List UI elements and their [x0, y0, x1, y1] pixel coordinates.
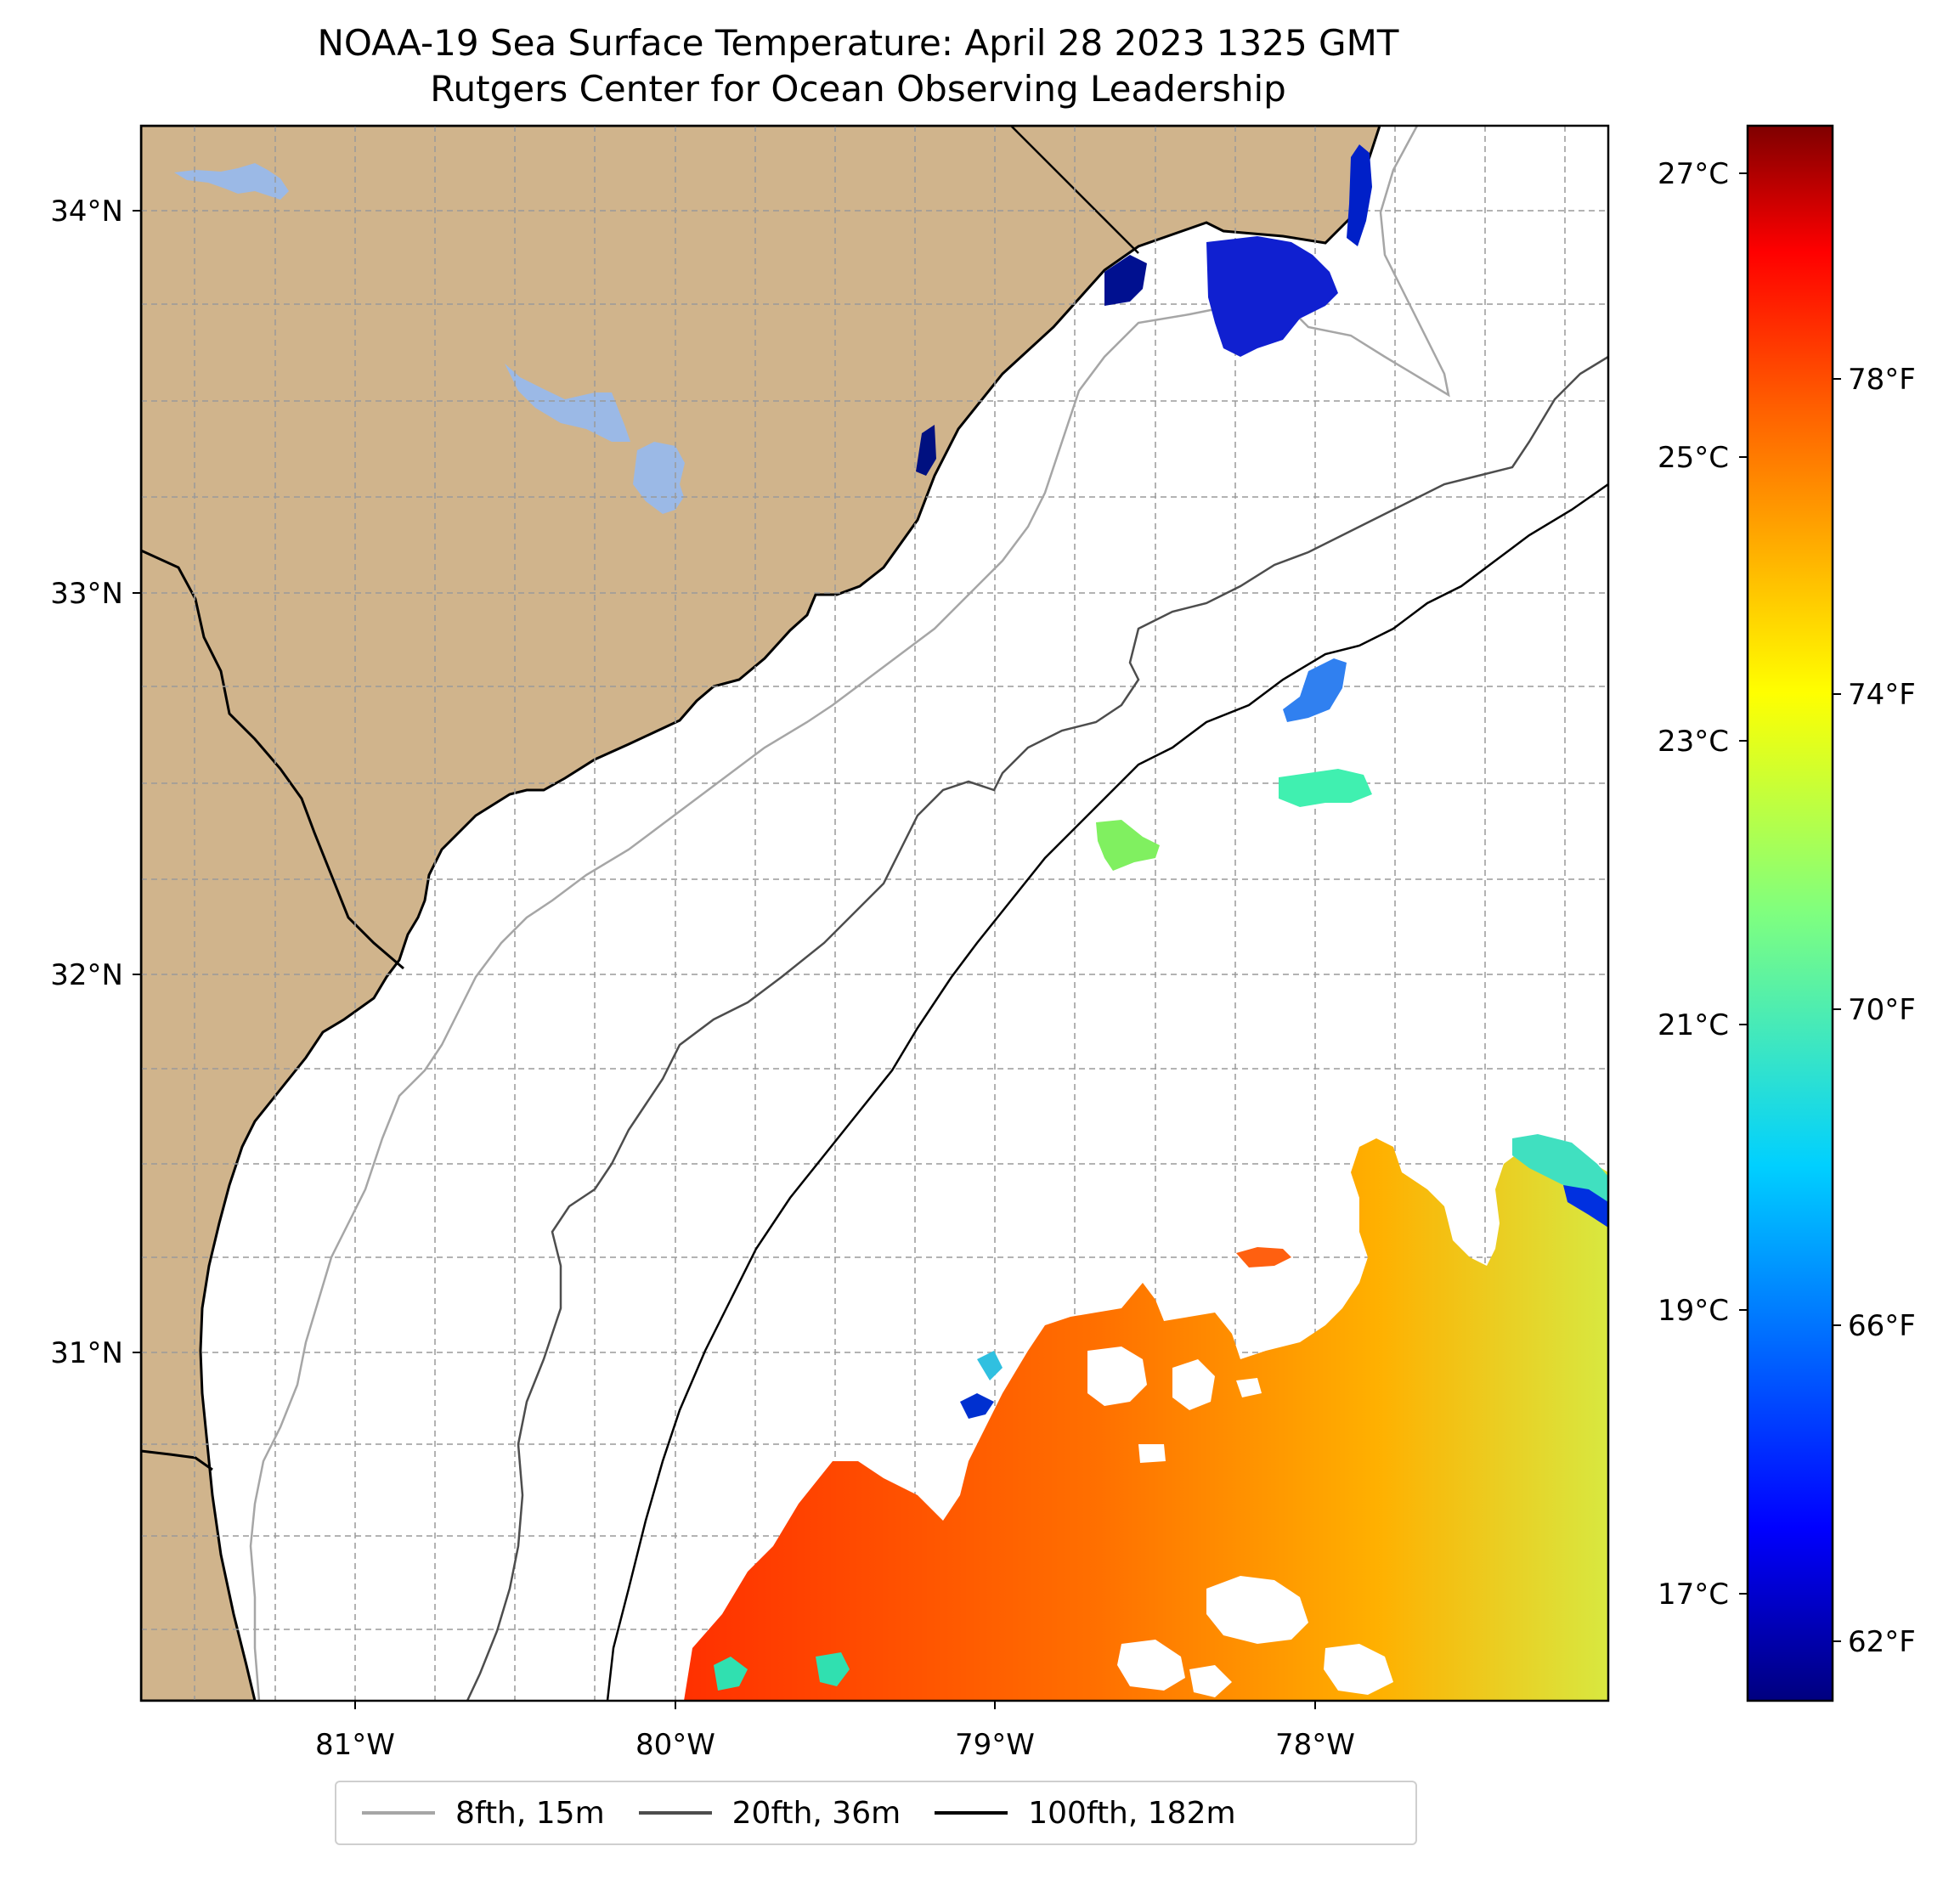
axis-ticks: [133, 210, 1316, 1709]
colorbar-fahrenheit-labels: 78°F 74°F 70°F 66°F 62°F: [1848, 363, 1916, 1659]
lon-tick-78w: 78°W: [1275, 1728, 1355, 1762]
lon-tick-81w: 81°W: [315, 1728, 395, 1762]
cbar-label-78f: 78°F: [1848, 363, 1916, 397]
river-south: [141, 1449, 213, 1471]
cbar-label-70f: 70°F: [1848, 993, 1916, 1027]
legend-label-100fth: 100fth, 182m: [1028, 1795, 1236, 1831]
legend-swatch-100fth: [935, 1811, 1008, 1815]
plot-frame: [139, 124, 1610, 1702]
lat-tick-32n: 32°N: [50, 958, 123, 992]
legend-label-20fth: 20fth, 36m: [731, 1795, 901, 1831]
cbar-label-74f: 74°F: [1848, 678, 1916, 712]
cbar-label-21c: 21°C: [1658, 1008, 1729, 1042]
sst-cold-south-b: [977, 1351, 1003, 1380]
sst-patch-b: [1279, 769, 1372, 807]
sst-cold-south-a: [960, 1393, 994, 1419]
sst-cold-coast-2: [916, 425, 936, 476]
sst-cold-south-d: [816, 1652, 850, 1686]
cbar-label-25c: 25°C: [1658, 441, 1729, 475]
colorbar: [1746, 124, 1834, 1702]
sst-cold-south-c: [714, 1657, 748, 1691]
cbar-label-27c: 27°C: [1658, 157, 1729, 191]
cbar-label-66f: 66°F: [1848, 1309, 1916, 1343]
isobath-20fth: [466, 355, 1608, 1701]
lake-north: [174, 163, 289, 200]
graticule: [141, 126, 1608, 1701]
cloud-gaps: [1087, 1346, 1393, 1697]
legend-swatch-8fth: [362, 1811, 435, 1815]
sst-warm-patch: [1236, 1247, 1291, 1267]
legend-swatch-20fth: [638, 1811, 712, 1815]
sst-cold-east: [1563, 1185, 1608, 1228]
isobath-legend: 8fth, 15m 20fth, 36m 100fth, 182m: [335, 1781, 1417, 1845]
sst-warm-south: [684, 1138, 1608, 1701]
map-title: NOAA-19 Sea Surface Temperature: April 2…: [317, 22, 1399, 64]
cbar-label-17c: 17°C: [1658, 1578, 1729, 1612]
isobath-100fth: [606, 483, 1608, 1701]
sst-cold-coast: [1104, 255, 1147, 306]
savannah-river: [141, 549, 404, 970]
cbar-label-19c: 19°C: [1658, 1294, 1729, 1328]
lat-tick-33n: 33°N: [50, 577, 123, 611]
lon-tick-labels: 81°W 80°W 79°W 78°W: [315, 1728, 1355, 1762]
legend-item-100fth: 100fth, 182m: [935, 1795, 1236, 1831]
colorbar-celsius-labels: 27°C 25°C 23°C 21°C 19°C 17°C: [1658, 157, 1729, 1612]
lake-moultrie: [633, 442, 685, 514]
lat-tick-labels: 34°N 33°N 32°N 31°N: [50, 195, 123, 1370]
sst-gulfstream-edge: [1512, 1134, 1608, 1206]
lat-tick-34n: 34°N: [50, 195, 123, 229]
lon-tick-80w: 80°W: [635, 1728, 715, 1762]
isobath-8fth: [249, 126, 1450, 1701]
lake-marion: [505, 364, 630, 442]
colorbar-ticks: [1739, 172, 1841, 1642]
sst-patch-a: [1283, 658, 1347, 722]
lon-tick-79w: 79°W: [955, 1728, 1035, 1762]
map-subtitle: Rutgers Center for Ocean Observing Leade…: [430, 68, 1286, 110]
cbar-label-23c: 23°C: [1658, 725, 1729, 759]
legend-item-20fth: 20fth, 36m: [638, 1795, 901, 1831]
legend-item-8fth: 8fth, 15m: [362, 1796, 605, 1831]
sst-patch-c: [1096, 820, 1160, 871]
sst-cold-north-2: [1347, 144, 1372, 246]
lat-tick-31n: 31°N: [50, 1336, 123, 1370]
legend-label-8fth: 8fth, 15m: [455, 1795, 605, 1831]
sst-cold-north: [1206, 236, 1338, 357]
cbar-label-62f: 62°F: [1848, 1625, 1916, 1659]
